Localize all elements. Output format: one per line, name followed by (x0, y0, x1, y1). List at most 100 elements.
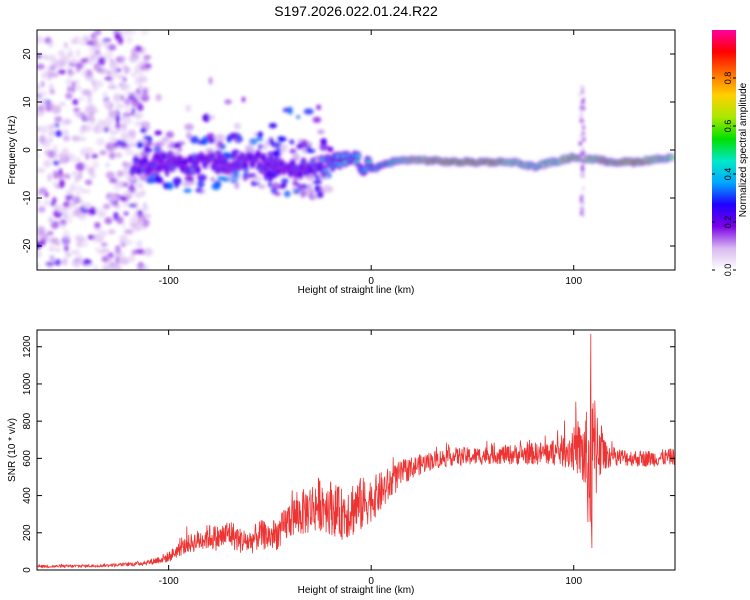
colorbar-tick-label: 0.0 (723, 264, 733, 277)
spectrogram-cell (194, 161, 198, 165)
spectrogram-cell (580, 195, 584, 200)
spectrogram-cell (143, 247, 154, 257)
spectrogram-cell (58, 101, 66, 107)
spectrogram-cell (319, 158, 324, 162)
spectrogram-cell (97, 248, 106, 255)
spectrogram-cell (84, 179, 93, 186)
spectrogram-cell (581, 125, 586, 130)
snr-y-tick-label: 1200 (22, 335, 33, 358)
spectrogram-cell (69, 183, 77, 192)
spectrogram-cell (76, 239, 84, 248)
spectrogram-cell (93, 64, 99, 72)
spectrogram-cell (63, 212, 69, 220)
spectrogram-cell (152, 163, 157, 168)
spectrogram-cell (89, 54, 97, 61)
spectrogram-cell (281, 182, 287, 188)
spectrogram-cell (87, 59, 94, 65)
spectrogram-cell (77, 136, 87, 142)
spectrogram-cell (76, 62, 84, 70)
spectrogram-cell (183, 160, 188, 164)
spectrogram-y-axis-label: Frequency (Hz) (7, 116, 18, 185)
spectrogram-cell (121, 131, 128, 140)
spectrogram-cell (257, 131, 263, 138)
spectrogram-cell (234, 182, 240, 190)
spectrogram-cell (115, 256, 120, 265)
spectrogram-cell (68, 68, 73, 75)
spectrogram-cell (70, 249, 81, 255)
spectrogram-cell (581, 99, 585, 105)
spectrogram-cell (76, 157, 81, 163)
spectrogram-cell (317, 165, 322, 169)
spectrogram-cell (113, 211, 119, 221)
snr-y-axis-label: SNR (10 * v/v) (7, 418, 18, 482)
spectrogram-cell (76, 174, 82, 181)
spectrogram-cell (108, 151, 116, 160)
spectrogram-cell (140, 121, 150, 128)
spectrogram-cell (102, 267, 112, 270)
spectrogram-x-tick-label: 0 (368, 276, 374, 287)
spectrogram-cell (289, 148, 297, 154)
spectrogram-cell (65, 253, 72, 258)
spectrogram-cell (46, 55, 57, 62)
spectrogram-cell (54, 247, 61, 252)
spectrogram-cell (139, 78, 146, 84)
spectrogram-cell (223, 160, 228, 164)
spectrogram-cell (90, 206, 96, 215)
spectrogram-cell (197, 174, 207, 182)
spectrogram-cell (316, 104, 322, 111)
snr-y-tick-label: 200 (22, 524, 33, 541)
spectrogram-cell (133, 158, 138, 162)
spectrogram-cell (323, 169, 328, 173)
spectrogram-cell (93, 264, 98, 270)
spectrogram-cell (39, 125, 48, 135)
spectrogram-cell (82, 239, 89, 248)
spectrogram-cell (104, 217, 113, 225)
spectrogram-cell (305, 183, 313, 191)
spectrogram-cell (61, 240, 71, 246)
figure-title: S197.2026.022.01.24.R22 (274, 3, 438, 19)
snr-frame (36, 329, 676, 571)
spectrogram-y-tick-label: 10 (22, 96, 33, 108)
spectrogram-cell (141, 204, 149, 212)
spectrogram-cell (229, 132, 238, 140)
colorbar-ticks: 0.0 0.2 0.4 0.6 0.8 (712, 72, 736, 277)
spectrogram-cell (143, 159, 147, 163)
spectrogram-cell (47, 76, 52, 81)
spectrogram-cell (233, 122, 241, 130)
spectrogram-cell (107, 84, 118, 90)
spectrogram-cell (95, 52, 103, 58)
spectrogram-cell (279, 144, 289, 150)
spectrogram-cell (105, 142, 115, 151)
spectrogram-cell (87, 166, 95, 175)
snr-y-tick-label: 800 (22, 412, 33, 429)
spectrogram-cell (124, 103, 131, 113)
spectrogram-cell (136, 60, 146, 66)
spectrogram-cell (80, 189, 88, 194)
spectrogram-cell (104, 51, 114, 61)
spectrogram-cell (99, 127, 104, 133)
spectrogram-cell (141, 219, 150, 227)
spectrogram-cell (281, 148, 287, 153)
spectrogram-cell (256, 152, 260, 157)
snr-x-tick-label: 100 (565, 576, 582, 587)
spectrogram-cell (581, 186, 585, 191)
spectrogram-cell (143, 141, 148, 147)
colorbar-tick-label: 0.4 (723, 168, 733, 181)
spectrogram-cell (283, 190, 291, 198)
spectrogram-cell (287, 106, 293, 115)
spectrogram-cell (104, 162, 111, 169)
spectrogram-cell (150, 172, 160, 177)
spectrogram-cell (87, 97, 93, 105)
spectrogram-cell (582, 137, 586, 142)
spectrogram-cell (160, 137, 170, 144)
spectrogram-cell (137, 103, 144, 112)
spectrogram-cell (125, 148, 134, 156)
spectrogram-cell (53, 204, 62, 210)
spectrogram-cell (126, 35, 133, 44)
spectrogram-cell (80, 58, 90, 63)
spectrogram-cell (261, 155, 266, 160)
spectrogram-cell (75, 162, 86, 172)
spectrogram-cell (114, 122, 122, 130)
spectrogram-cell (88, 46, 96, 55)
